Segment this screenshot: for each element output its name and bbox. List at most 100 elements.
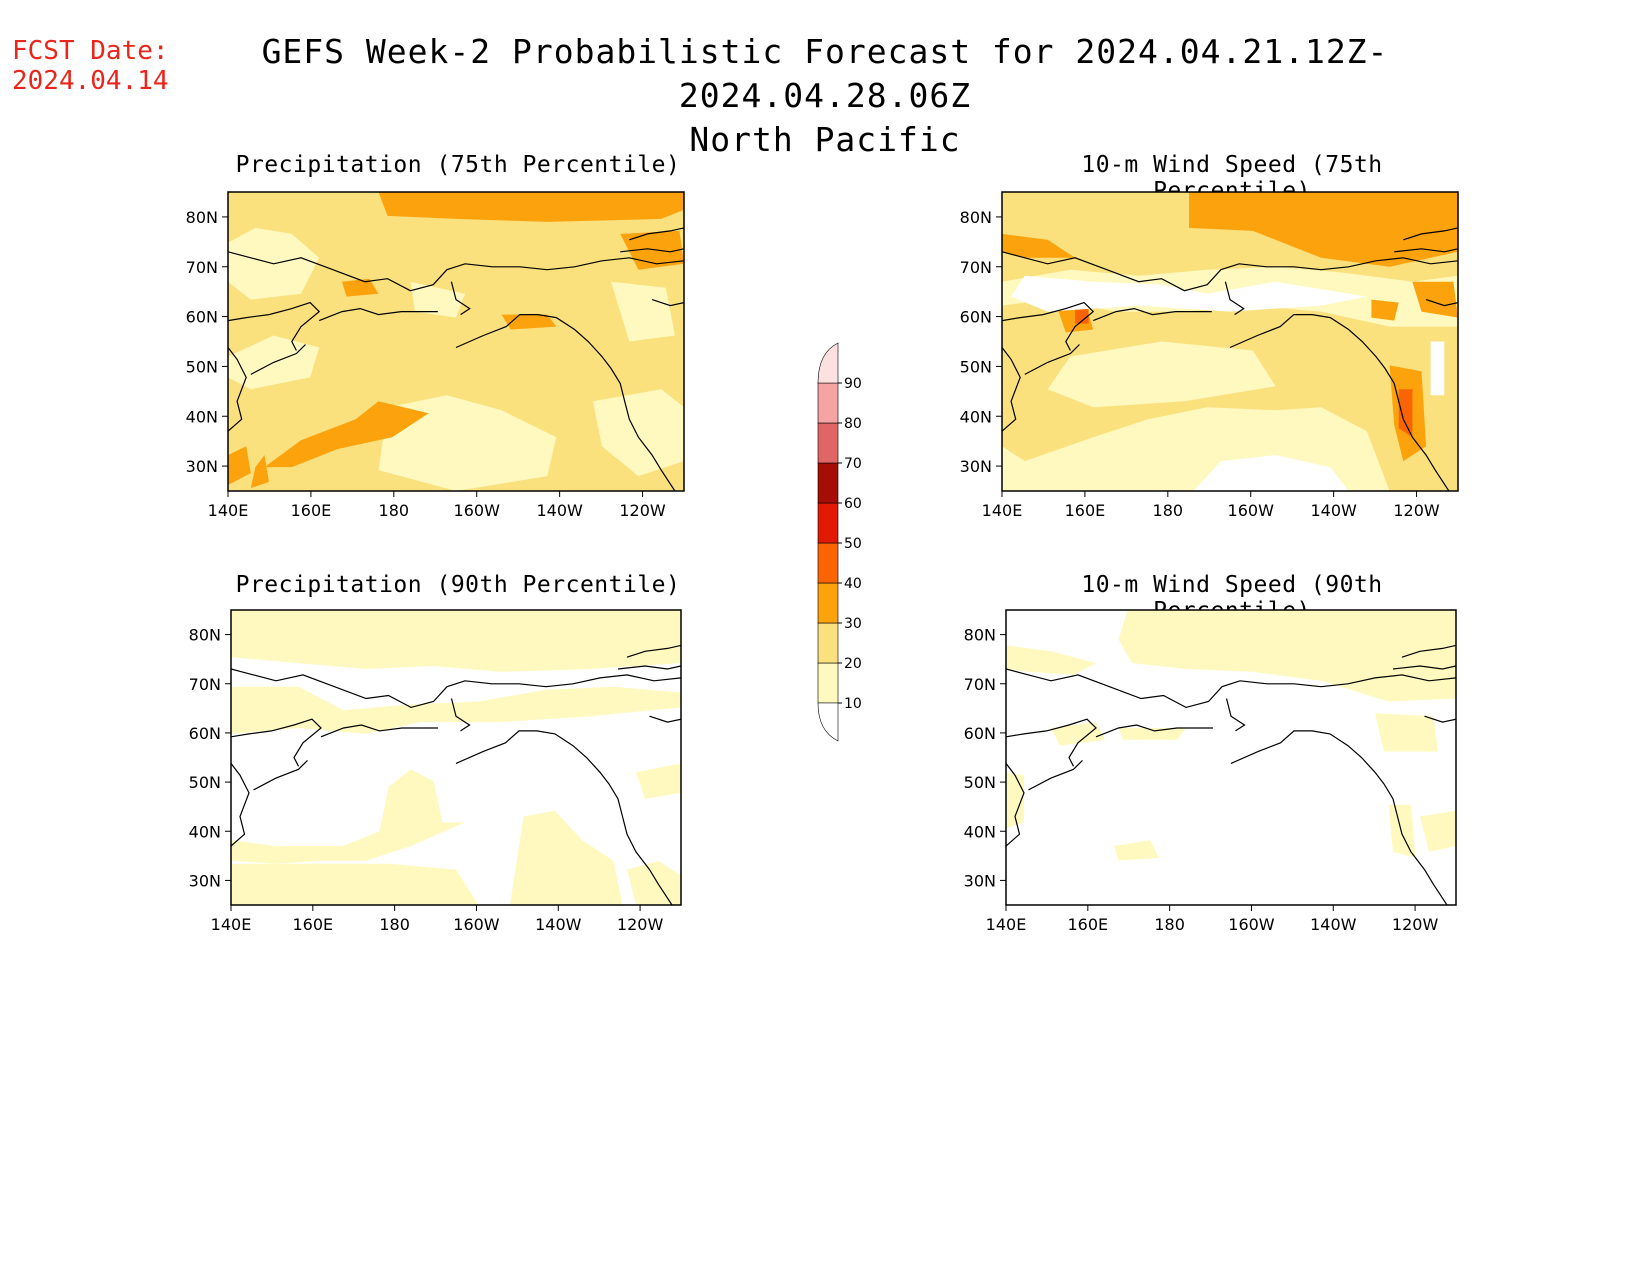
probability-contour (1430, 341, 1445, 396)
probability-field (1006, 610, 1456, 905)
coastline (1230, 730, 1448, 905)
coastline (629, 227, 684, 241)
coastline (228, 347, 247, 432)
lat-tick-label: 50N (189, 773, 221, 792)
colorbar-tick-label: 10 (844, 696, 862, 712)
lat-tick-label: 30N (960, 457, 992, 476)
lon-tick-label: 160E (1065, 501, 1106, 520)
figure-title: GEFS Week-2 Probabilistic Forecast for 2… (150, 30, 1500, 162)
probability-contour (592, 389, 684, 477)
probability-contour (1375, 713, 1438, 752)
probability-contour (231, 863, 479, 905)
probability-contour (1371, 299, 1399, 321)
colorbar: 10 20 30 40 50 60 70 80 90 (817, 342, 862, 742)
colorbar-segment (817, 542, 839, 584)
coastline (1095, 724, 1213, 738)
lat-tick-label: 60N (189, 724, 221, 743)
probability-contour (378, 192, 684, 222)
probability-field (231, 610, 681, 905)
colorbar-segment (817, 662, 839, 704)
forecast-date: FCST Date: 2024.04.14 (12, 36, 169, 96)
probability-field (1002, 192, 1458, 491)
coastline (1024, 344, 1080, 375)
coastline (620, 248, 684, 253)
probability-contour (1002, 233, 1075, 258)
coastline (1403, 227, 1458, 241)
colorbar-top-cap (817, 342, 839, 384)
colorbar-tick-label: 70 (844, 456, 862, 472)
probability-contour (378, 395, 557, 491)
coastline (1006, 668, 1456, 709)
lat-tick-label: 70N (189, 675, 221, 694)
coastline (250, 344, 306, 375)
coastline (320, 724, 438, 738)
lat-tick-label: 80N (960, 208, 992, 227)
lat-tick-label: 50N (964, 773, 996, 792)
lon-tick-label: 140E (986, 915, 1027, 934)
coastline (231, 718, 322, 767)
probability-contour (1006, 645, 1096, 675)
lon-tick-label: 180 (379, 915, 410, 934)
coastline (253, 759, 308, 791)
probability-contour (231, 686, 681, 734)
lon-tick-label: 140E (982, 501, 1023, 520)
colorbar-tick-label: 30 (844, 616, 862, 632)
coastline (318, 307, 438, 322)
lon-tick-label: 140E (211, 915, 252, 934)
coastline (1229, 314, 1450, 491)
coastline (231, 668, 681, 709)
probability-contour (1420, 810, 1456, 852)
colorbar-tick-label: 20 (844, 656, 862, 672)
coastline (450, 698, 471, 732)
lon-tick-label: 140W (535, 915, 582, 934)
lon-tick-label: 160W (1228, 501, 1275, 520)
lat-tick-label: 40N (186, 407, 218, 426)
coastline (649, 715, 681, 723)
colorbar-tick-label: 50 (844, 536, 862, 552)
map-precip-90: 80N 70N 60N 50N 40N 30N 140E 160E 180 160W 140W 120… (189, 609, 682, 934)
probability-contour (1006, 772, 1024, 829)
coastline (1225, 698, 1246, 732)
coastline (228, 301, 321, 351)
lat-tick-label: 70N (964, 675, 996, 694)
colorbar-segment (817, 502, 839, 544)
panel-title-precip-90: Precipitation (90th Percentile) (235, 572, 681, 598)
probability-contour (250, 455, 269, 488)
figure-title-line2: North Pacific (689, 120, 961, 159)
forecast-date-value: 2024.04.14 (12, 66, 169, 96)
probability-contour (1398, 389, 1413, 438)
map-precip-75: 80N 70N 60N 50N 40N 30N 140E 160E 180 160W 140W 120… (186, 191, 685, 520)
lon-tick-label: 140W (536, 501, 583, 520)
coastline (1002, 347, 1021, 432)
probability-contour (1047, 341, 1276, 408)
probability-contour (1118, 728, 1186, 740)
probability-contour (1051, 722, 1105, 746)
coastline (1092, 307, 1212, 322)
probability-contour (510, 810, 623, 905)
lat-tick-label: 50N (186, 357, 218, 376)
lon-tick-label: 120W (617, 915, 664, 934)
colorbar-tick-label: 80 (844, 416, 862, 432)
lon-tick-label: 180 (1154, 915, 1185, 934)
colorbar-segment (817, 622, 839, 664)
coastline (455, 730, 673, 905)
probability-contour (611, 281, 675, 342)
coastline (1224, 281, 1245, 316)
lat-tick-label: 30N (186, 457, 218, 476)
probability-contour (1011, 275, 1367, 312)
lat-tick-label: 80N (964, 626, 996, 645)
probability-contour (1193, 455, 1349, 491)
coastline (617, 665, 681, 670)
probability-contour (1075, 305, 1089, 324)
colorbar-segment (817, 582, 839, 624)
colorbar-tick-label: 60 (844, 496, 862, 512)
coastline (1006, 718, 1097, 767)
lon-tick-label: 160E (291, 501, 332, 520)
probability-contour (636, 763, 681, 799)
coastline (626, 644, 681, 658)
lat-tick-label: 60N (960, 308, 992, 327)
coastline (1394, 248, 1458, 253)
probability-contour (1114, 840, 1159, 861)
lon-tick-label: 140W (1310, 501, 1357, 520)
lon-tick-label: 180 (379, 501, 410, 520)
